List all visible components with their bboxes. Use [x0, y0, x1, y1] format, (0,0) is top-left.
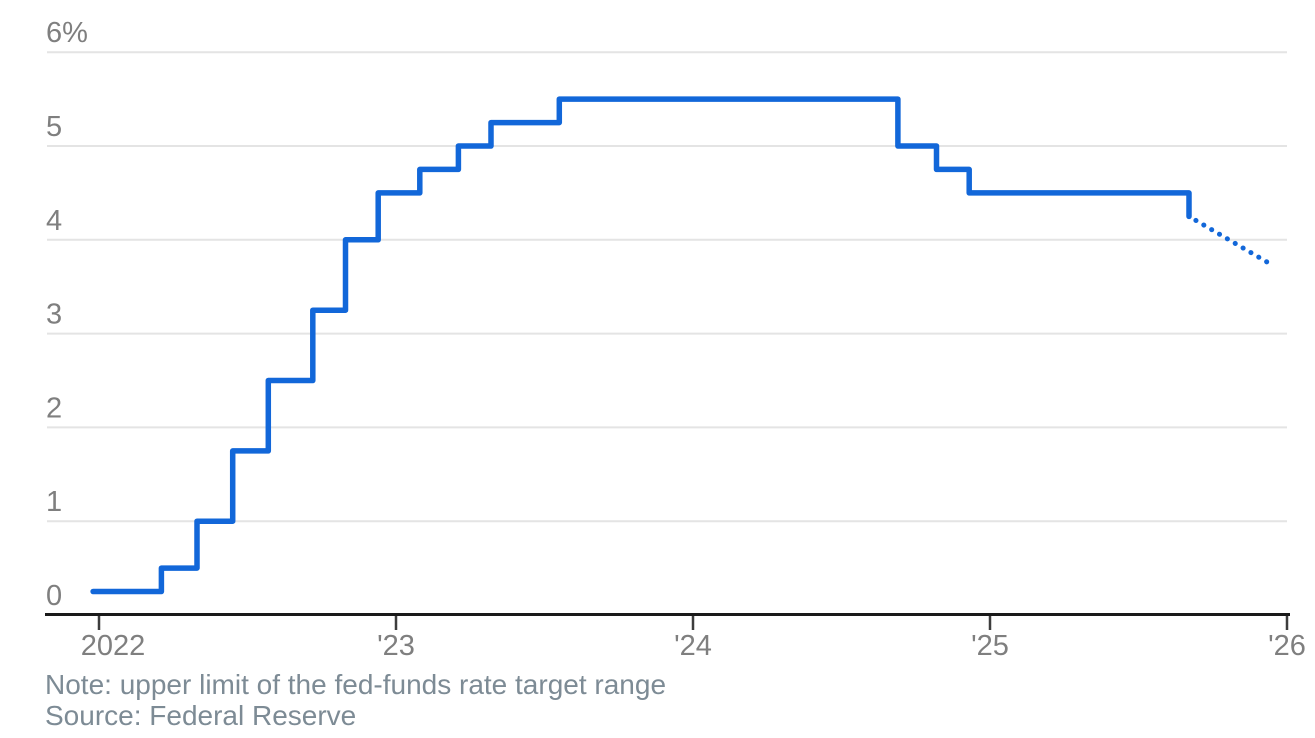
- y-axis-label: 1: [46, 486, 62, 518]
- x-axis-tick-label: '25: [971, 630, 1009, 662]
- x-axis-tick-label: '24: [674, 630, 712, 662]
- rate-line-solid: [90, 96, 1192, 595]
- chart-footnotes: Note: upper limit of the fed-funds rate …: [45, 669, 666, 731]
- y-axis-label: 6%: [46, 17, 88, 49]
- y-axis-label: 2: [46, 392, 62, 424]
- x-axis-tick-label: '26: [1268, 630, 1306, 662]
- x-axis-tick-label: 2022: [81, 630, 146, 662]
- y-axis-label: 5: [46, 111, 62, 143]
- chart-note: Note: upper limit of the fed-funds rate …: [45, 669, 667, 700]
- chart-source: Source: Federal Reserve: [45, 700, 357, 731]
- x-axis-tick-label: '23: [377, 630, 415, 662]
- y-axis-label: 4: [46, 205, 62, 237]
- y-axis-label: 0: [46, 580, 62, 612]
- y-axis-label: 3: [46, 299, 62, 331]
- rate-line-projection-dotted: [1186, 213, 1272, 266]
